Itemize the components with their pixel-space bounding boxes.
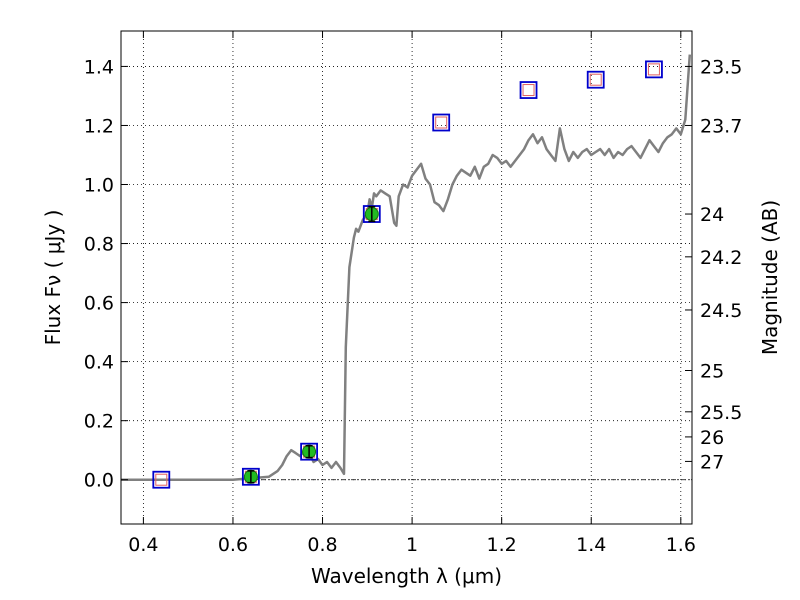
model-photometry-box (300, 442, 318, 461)
x-tick-label: 0.4 (128, 534, 158, 556)
y-tick-label: 1.4 (84, 56, 114, 78)
y-tick-label: 1.2 (84, 115, 114, 137)
model-photometry-point (645, 60, 663, 79)
x-axis-ticks: 0.4 0.6 0.8 1 1.2 1.4 1.6 (128, 31, 696, 556)
y-tick-label: 0.2 (84, 411, 114, 433)
grid-layer (121, 31, 692, 524)
y-axis-label: Flux Fν ( μJy ) (41, 210, 65, 346)
model-photometry-point (519, 81, 538, 99)
plot-frame (120, 30, 693, 525)
right-tick-label: 23.5 (700, 56, 742, 78)
right-tick-label: 27 (700, 451, 724, 473)
model-photometry-inner-box (522, 84, 535, 97)
measured-photometry-point (364, 205, 379, 223)
model-photometry-box (241, 467, 260, 486)
measured-photometry-layer (243, 205, 379, 484)
y-tick-label: 0.4 (84, 352, 114, 374)
model-photometry-box (519, 81, 538, 99)
right-tick-label: 23.7 (700, 115, 742, 137)
model-photometry-point (152, 470, 171, 489)
x-axis-label: Wavelength λ (μm) (311, 564, 502, 588)
x-tick-label: 0.8 (307, 534, 337, 556)
right-tick-label: 25.5 (700, 402, 742, 424)
x-tick-label: 1.4 (576, 534, 606, 556)
y-axis-ticks: 0.0 0.2 0.4 0.6 0.8 1.0 1.2 1.4 (84, 56, 128, 492)
model-photometry-inner-box (435, 116, 448, 129)
y-tick-label: 0.6 (84, 293, 114, 315)
model-photometry-inner-box (155, 473, 168, 486)
model-photometry-inner-box (647, 63, 660, 76)
x-tick-label: 0.6 (218, 534, 248, 556)
model-spectrum-line (121, 54, 692, 481)
y-tick-label: 0.8 (84, 234, 114, 256)
right-tick-label: 24.2 (700, 247, 742, 269)
model-photometry-point (586, 70, 605, 89)
y-tick-label: 0.0 (84, 470, 114, 492)
x-tick-label: 1.2 (487, 534, 517, 556)
right-axis-label: Magnitude (AB) (758, 200, 782, 355)
model-photometry-point (432, 113, 451, 132)
model-photometry-box (586, 70, 605, 89)
model-photometry-box (152, 470, 171, 489)
right-tick-label: 24 (700, 204, 724, 226)
right-tick-label: 25 (700, 360, 724, 382)
model-photometry-box (645, 60, 663, 79)
right-tick-label: 26 (700, 427, 724, 449)
measured-photometry-point (243, 469, 258, 484)
model-photometry-inner-box (589, 73, 602, 86)
x-tick-label: 1.6 (666, 534, 696, 556)
x-tick-label: 1 (406, 534, 418, 556)
model-spectrum-layer (121, 54, 692, 481)
model-photometry-box (432, 113, 451, 132)
measured-photometry-point (302, 444, 317, 459)
right-tick-label: 24.5 (700, 300, 742, 322)
y-tick-label: 1.0 (84, 175, 114, 197)
